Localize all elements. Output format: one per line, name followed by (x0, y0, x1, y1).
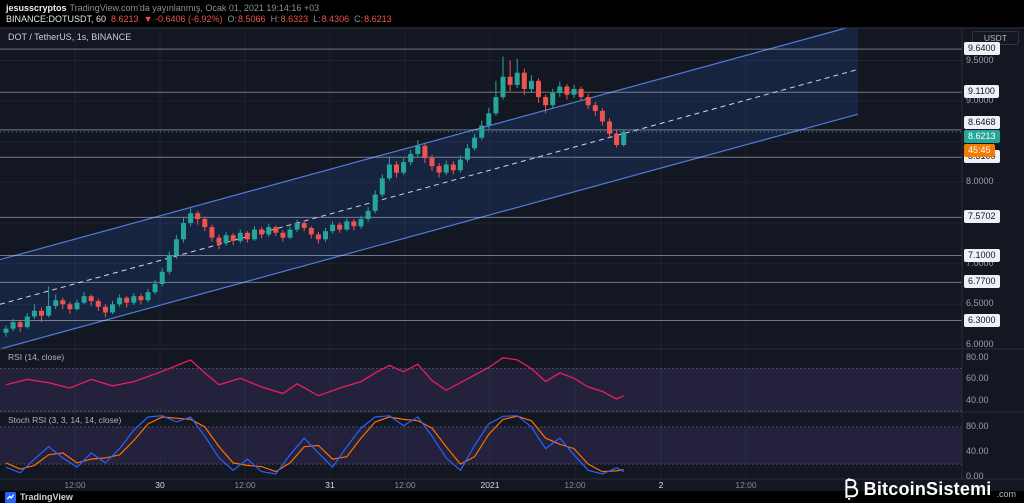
stoch-axis-label: 40.00 (966, 445, 989, 456)
bar-countdown-badge: 45:45 (964, 143, 995, 157)
close-value: 8.6213 (364, 14, 392, 24)
publisher-name: jesusscryptos (6, 3, 67, 13)
price-level-badge: 7.1000 (964, 248, 1000, 262)
time-axis-label: 12:00 (735, 480, 757, 490)
price-level-badge: 8.6468 (964, 115, 1000, 129)
brand-tld: .com (996, 489, 1016, 499)
time-axis-label: 2021 (480, 480, 500, 490)
stoch-axis-label: 80.00 (966, 420, 989, 431)
high-value: 8.6323 (280, 14, 309, 24)
tradingview-logo[interactable]: TradingView (5, 491, 73, 503)
low-label: L: (313, 14, 321, 24)
bitcoinsistemi-logo[interactable]: BitcoinSistemi .com (841, 477, 1016, 501)
price-axis-label: 9.0000 (966, 95, 994, 106)
price-change: ▼ -0.6406 (-6.92%) (143, 14, 223, 24)
stoch-indicator-title: Stoch RSI (3, 3, 14, 14, close) (8, 415, 122, 425)
time-axis-label: 12:00 (564, 480, 586, 490)
publish-info: TradingView.com'da yayınlanmış, Ocak 01,… (69, 3, 320, 13)
last-price: 8.6213 (111, 14, 139, 24)
rsi-axis-label: 40.00 (966, 395, 989, 406)
price-level-badge: 7.5702 (964, 210, 1000, 224)
price-axis-label: 8.0000 (966, 176, 994, 187)
publish-line: jesusscryptos TradingView.com'da yayınlan… (6, 3, 1024, 14)
time-axis-label: 12:00 (394, 480, 416, 490)
footer-bar: TradingView (0, 491, 1024, 503)
publish-header: jesusscryptos TradingView.com'da yayınlan… (0, 0, 1024, 28)
stoch-axis-label: 0.00 (966, 470, 984, 481)
chart-legend: DOT / TetherUS, 1s, BINANCE (8, 32, 132, 42)
current-price-badge: 8.6213 (964, 129, 1000, 143)
high-label: H: (270, 14, 280, 24)
rsi-indicator-title: RSI (14, close) (8, 352, 65, 362)
rsi-axis-label: 80.00 (966, 351, 989, 362)
low-value: 8.4306 (321, 14, 350, 24)
price-axis-label: 7.0000 (966, 257, 994, 268)
time-axis-label: 2 (658, 480, 664, 490)
price-level-badge: 6.3000 (964, 313, 1000, 327)
time-axis-label: 30 (155, 480, 165, 490)
close-label: C: (354, 14, 364, 24)
brand-name: BitcoinSistemi (863, 478, 992, 499)
symbol-interval: BINANCE:DOTUSDT, 60 (6, 14, 107, 24)
open-value: 8.5066 (238, 14, 266, 24)
price-level-badge: 9.1100 (964, 85, 999, 99)
time-axis-label: 31 (325, 480, 335, 490)
rsi-axis-label: 60.00 (966, 373, 989, 384)
price-axis-label: 9.5000 (966, 54, 994, 65)
tradingview-icon (5, 491, 16, 503)
price-level-badge: 9.6400 (964, 42, 1000, 56)
time-axis-label: 12:00 (234, 480, 256, 490)
tradingview-logo-text: TradingView (20, 492, 73, 502)
price-axis-label: 6.5000 (966, 298, 994, 309)
open-label: O: (227, 14, 238, 24)
price-axis-label: 6.0000 (966, 338, 994, 349)
time-axis-label: 12:00 (64, 480, 86, 490)
ohlc-bar: BINANCE:DOTUSDT, 60 8.6213 ▼ -0.6406 (-6.9… (6, 14, 1024, 25)
price-level-badge: 6.7700 (964, 275, 1000, 289)
bitcoin-icon (841, 477, 859, 501)
